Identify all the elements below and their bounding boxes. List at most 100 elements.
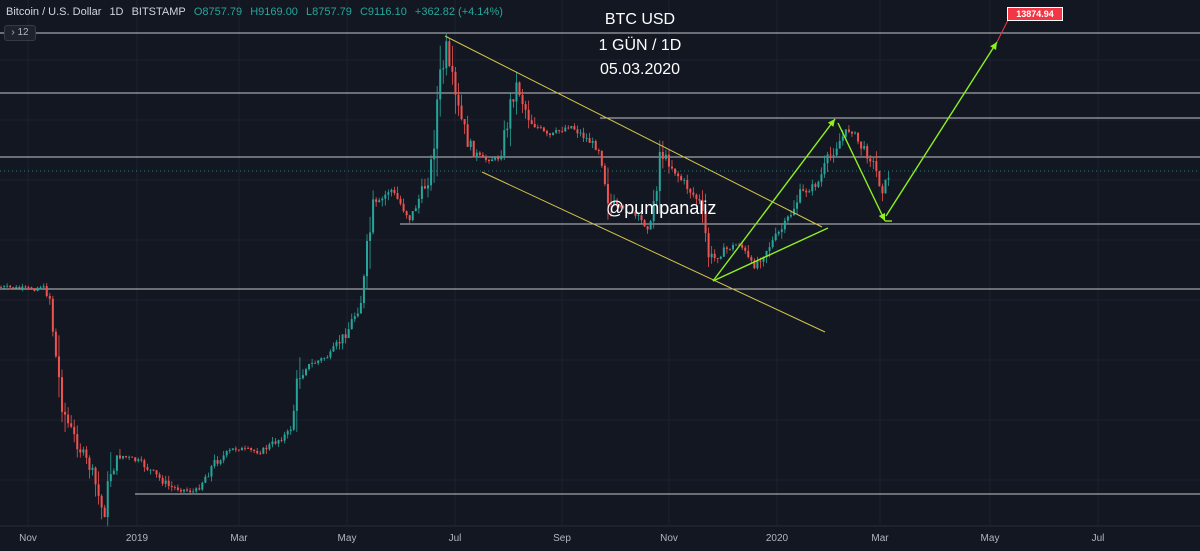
candle-body bbox=[835, 148, 838, 156]
candle-body bbox=[735, 244, 738, 246]
candle-body bbox=[256, 451, 259, 454]
candle-body bbox=[70, 423, 73, 427]
candle-body bbox=[796, 202, 799, 209]
candle-body bbox=[240, 447, 243, 451]
candle-body bbox=[311, 363, 314, 364]
candle-body bbox=[140, 459, 143, 461]
candle-body bbox=[384, 194, 387, 199]
candle-body bbox=[533, 123, 536, 128]
candle-body bbox=[3, 286, 6, 288]
candle-body bbox=[689, 188, 692, 193]
indicator-collapse-button[interactable]: › 12 bbox=[4, 25, 36, 41]
candle-body bbox=[30, 287, 33, 290]
candle-body bbox=[295, 378, 298, 411]
candle-body bbox=[759, 260, 762, 262]
candle-body bbox=[170, 485, 173, 488]
candle-body bbox=[564, 127, 567, 132]
candle-body bbox=[808, 191, 811, 193]
candle-body bbox=[606, 184, 609, 204]
candle-body bbox=[799, 189, 802, 203]
candle-body bbox=[454, 71, 457, 95]
open-value: O8757.79 bbox=[193, 6, 243, 18]
candle-body bbox=[411, 211, 414, 221]
candle-body bbox=[622, 206, 625, 208]
candle-body bbox=[664, 154, 667, 159]
candle-body bbox=[286, 431, 289, 435]
candle-body bbox=[692, 192, 695, 195]
candle-body bbox=[783, 220, 786, 230]
candle-body bbox=[436, 99, 439, 149]
symbol-name[interactable]: Bitcoin / U.S. Dollar bbox=[6, 6, 102, 18]
close-value: C9116.10 bbox=[359, 6, 407, 18]
candle-body bbox=[183, 489, 185, 492]
candle-body bbox=[475, 152, 478, 158]
candle-body bbox=[427, 185, 429, 189]
candle-body bbox=[430, 159, 433, 186]
candle-body bbox=[838, 140, 841, 149]
candle-body bbox=[610, 203, 612, 205]
candle-body bbox=[481, 154, 484, 157]
candle-body bbox=[173, 487, 176, 488]
candle-body bbox=[250, 448, 253, 450]
candle-body bbox=[744, 247, 747, 251]
candle-body bbox=[881, 186, 884, 194]
candle-body bbox=[0, 287, 2, 288]
candle-body bbox=[283, 434, 286, 441]
candle-body bbox=[652, 200, 655, 222]
candle-body bbox=[707, 233, 710, 258]
candle-body bbox=[36, 287, 39, 291]
candle-body bbox=[619, 205, 622, 207]
candle-body bbox=[841, 136, 844, 141]
candle-body bbox=[472, 140, 475, 158]
candle-body bbox=[567, 127, 570, 129]
candle-body bbox=[137, 459, 140, 461]
channel-upper-line bbox=[444, 35, 823, 228]
candle-body bbox=[741, 244, 744, 248]
interval-label[interactable]: 1D bbox=[109, 6, 124, 18]
candle-body bbox=[725, 247, 728, 249]
candle-body bbox=[85, 449, 88, 458]
candle-body bbox=[542, 127, 545, 132]
candle-body bbox=[817, 181, 820, 187]
candle-body bbox=[289, 429, 292, 432]
candle-body bbox=[616, 201, 619, 206]
candle-body bbox=[390, 189, 393, 193]
candle-body bbox=[344, 334, 347, 339]
x-tick-label: Mar bbox=[871, 533, 889, 544]
candle-body bbox=[539, 127, 542, 128]
candle-body bbox=[506, 128, 509, 131]
candle-body bbox=[677, 173, 680, 177]
candle-body bbox=[884, 179, 887, 194]
candle-body bbox=[588, 138, 591, 143]
projection-arrow-target-head bbox=[990, 42, 997, 50]
channel-lower-line bbox=[481, 171, 826, 333]
candle-body bbox=[45, 286, 48, 297]
candle-body bbox=[860, 141, 863, 149]
candle-body bbox=[231, 448, 234, 451]
candle-body bbox=[341, 334, 344, 344]
candle-body bbox=[18, 286, 21, 289]
candlestick-series bbox=[0, 32, 890, 527]
x-tick-label: Jul bbox=[1092, 533, 1105, 544]
candle-body bbox=[155, 470, 158, 475]
candle-body bbox=[268, 444, 271, 450]
candle-body bbox=[658, 151, 661, 192]
candle-body bbox=[112, 470, 115, 475]
candle-body bbox=[576, 129, 579, 134]
candle-body bbox=[625, 207, 628, 213]
candle-body bbox=[274, 441, 277, 444]
candle-body bbox=[869, 158, 872, 162]
candle-body bbox=[451, 66, 454, 72]
candle-body bbox=[399, 198, 402, 204]
candle-body bbox=[387, 192, 390, 195]
candle-body bbox=[585, 138, 588, 139]
candle-body bbox=[701, 200, 704, 211]
target-connector bbox=[996, 19, 1009, 43]
candle-body bbox=[115, 455, 118, 471]
candle-body bbox=[713, 253, 716, 259]
candle-body bbox=[747, 250, 750, 258]
candle-body bbox=[100, 495, 103, 508]
chart-grid bbox=[0, 0, 1200, 525]
candle-body bbox=[704, 210, 707, 234]
